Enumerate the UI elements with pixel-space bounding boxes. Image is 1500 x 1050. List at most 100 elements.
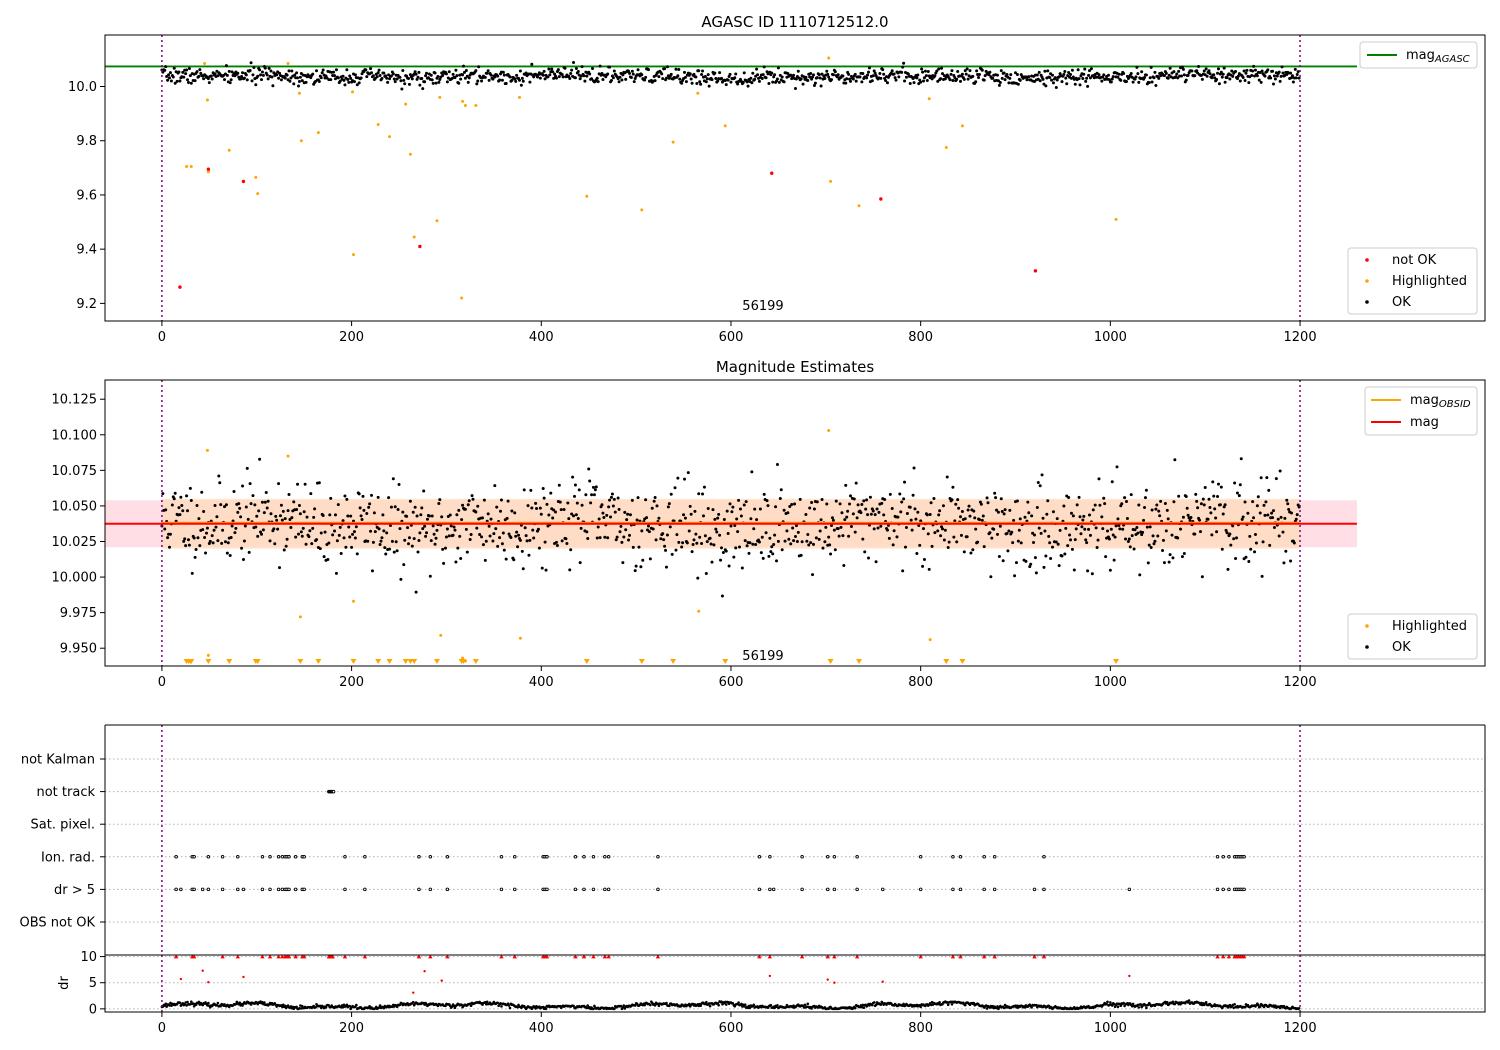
highlighted-point: [404, 102, 408, 106]
ok-point: [831, 518, 835, 522]
ok-point: [181, 509, 185, 513]
ok-point: [319, 76, 323, 80]
ok-point: [717, 512, 721, 516]
ok-point: [1224, 528, 1228, 532]
ok-point: [259, 532, 263, 536]
ok-point: [746, 84, 750, 88]
ok-point: [1258, 511, 1262, 515]
ok-point: [163, 68, 167, 72]
ok-point: [771, 552, 775, 556]
ok-point: [617, 507, 621, 511]
ok-point: [283, 76, 287, 80]
ok-point: [1269, 76, 1273, 80]
ok-point: [661, 532, 665, 536]
dr-point: [861, 1003, 865, 1007]
ok-point: [368, 502, 372, 506]
ok-point: [295, 71, 299, 75]
ok-point: [502, 548, 506, 552]
highlighted-point: [928, 638, 932, 642]
ok-point: [885, 528, 889, 532]
ok-point: [572, 494, 576, 498]
ok-point: [541, 487, 545, 491]
ok-point: [1000, 510, 1004, 514]
ok-point: [1121, 527, 1125, 531]
ok-point: [747, 551, 751, 555]
ok-point: [244, 73, 248, 77]
ok-point: [971, 548, 975, 552]
ok-point: [198, 68, 202, 72]
ok-point: [391, 72, 395, 76]
ok-point: [182, 539, 186, 543]
ok-point: [580, 65, 584, 69]
ok-point: [1152, 76, 1156, 80]
ok-point: [872, 527, 876, 531]
ok-point: [1087, 527, 1091, 531]
ok-point: [440, 515, 444, 519]
ok-point: [1275, 74, 1279, 78]
ok-point: [378, 73, 382, 77]
ok-point: [600, 503, 604, 507]
highlighted-point: [460, 296, 464, 300]
ok-point: [1232, 537, 1236, 541]
ok-point: [1116, 517, 1120, 521]
ok-point: [711, 508, 715, 512]
ok-point: [244, 505, 248, 509]
dr-capped-marker: [276, 955, 281, 959]
ok-point: [354, 525, 358, 529]
ok-point: [232, 490, 236, 494]
ok-point: [736, 82, 740, 86]
ok-point: [1223, 80, 1227, 84]
ok-point: [870, 79, 874, 83]
ok-point: [732, 555, 736, 559]
ok-point: [799, 553, 803, 557]
ok-point: [691, 542, 695, 546]
ok-point: [865, 498, 869, 502]
ok-point: [758, 507, 762, 511]
ok-point: [1202, 503, 1206, 507]
ok-point: [334, 571, 338, 575]
ok-point: [1166, 517, 1170, 521]
ok-point: [437, 80, 441, 84]
ok-point: [403, 538, 407, 542]
not-ok-point: [770, 171, 774, 175]
ok-point: [251, 73, 255, 77]
ok-point: [745, 544, 749, 548]
flag-marker: [825, 855, 830, 859]
ok-point: [631, 72, 635, 76]
ok-point: [310, 542, 314, 546]
dr-point: [496, 1001, 499, 1005]
ok-point: [941, 504, 945, 508]
ok-point: [300, 534, 304, 538]
ok-point: [1271, 509, 1275, 513]
ok-point: [923, 69, 927, 73]
flag-marker: [1032, 887, 1037, 892]
y-tick-label: 9.8: [76, 134, 97, 149]
ok-point: [267, 66, 271, 70]
ok-point: [643, 78, 647, 82]
flag-marker: [951, 887, 955, 892]
ok-point: [868, 495, 872, 499]
dr-high-point: [826, 978, 829, 981]
flag-marker: [958, 855, 963, 859]
ok-point: [892, 72, 896, 76]
ok-point: [1147, 543, 1151, 547]
highlighted-point: [829, 179, 833, 183]
ok-point: [1237, 494, 1241, 498]
ok-point: [395, 549, 399, 553]
ok-point: [1167, 73, 1171, 77]
ok-point: [1267, 488, 1271, 492]
ok-point: [715, 530, 719, 534]
ok-point: [245, 78, 249, 82]
flag-marker: [343, 887, 347, 892]
ok-point: [1198, 530, 1202, 534]
ok-point: [1148, 76, 1152, 80]
dr-point: [178, 1001, 182, 1005]
ok-point: [918, 543, 922, 547]
ok-point: [545, 502, 549, 506]
ok-point: [621, 561, 625, 565]
ok-point: [402, 78, 406, 82]
ok-point: [1065, 82, 1069, 86]
dr-point: [963, 1003, 967, 1007]
ok-point: [972, 509, 976, 513]
ok-point: [1216, 67, 1220, 71]
